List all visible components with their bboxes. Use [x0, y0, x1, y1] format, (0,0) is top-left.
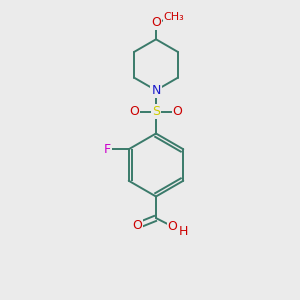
Text: CH₃: CH₃ — [164, 12, 184, 22]
Text: S: S — [152, 105, 160, 119]
Text: O: O — [173, 105, 182, 119]
Text: F: F — [103, 143, 111, 156]
Text: H: H — [179, 225, 189, 239]
Text: O: O — [168, 220, 177, 233]
Text: N: N — [151, 84, 161, 97]
Text: O: O — [133, 219, 142, 232]
Text: O: O — [151, 16, 161, 29]
Text: O: O — [130, 105, 139, 119]
